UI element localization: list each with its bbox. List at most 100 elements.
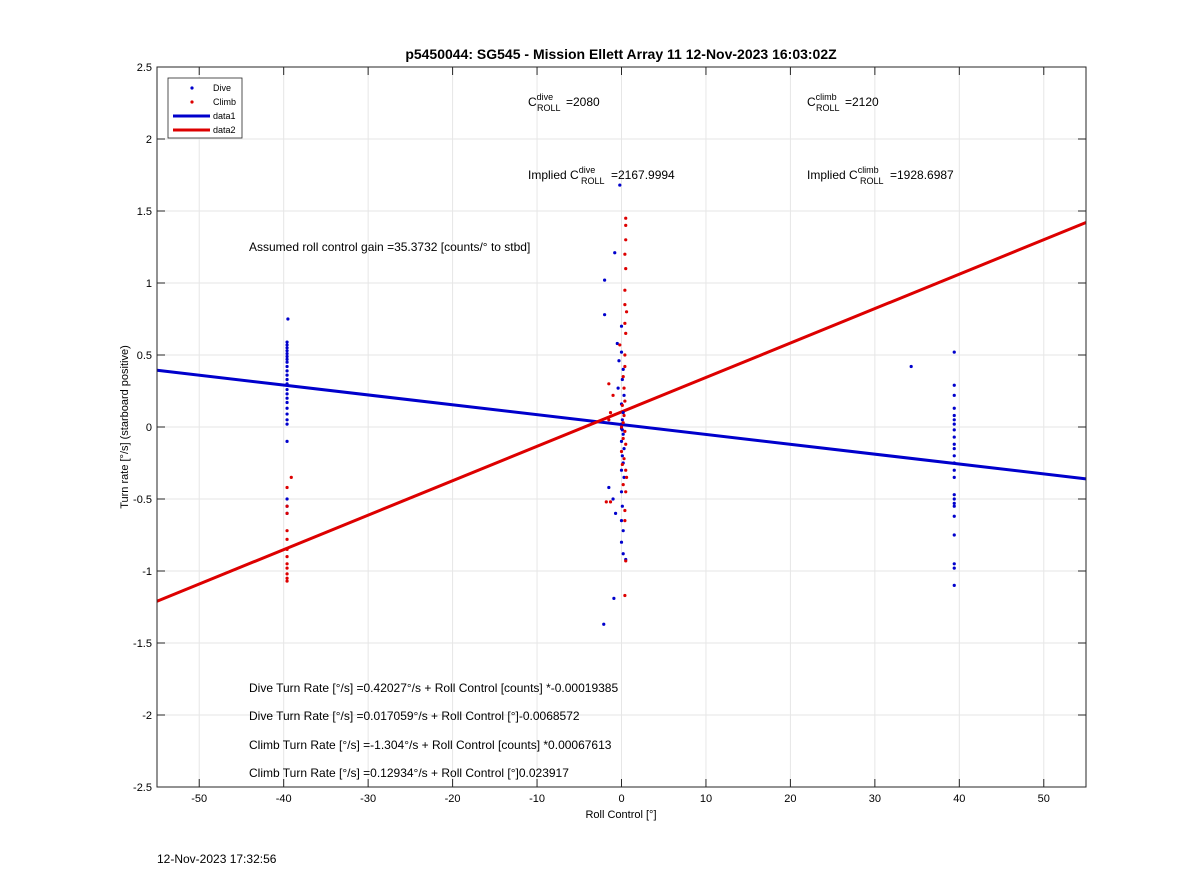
dive-point: [285, 400, 289, 405]
climb-point: [623, 508, 627, 513]
x-axis-label: Roll Control [°]: [585, 809, 656, 821]
y-tick-label: 0.5: [137, 350, 152, 362]
dive-point: [952, 393, 956, 397]
climb-point: [624, 238, 628, 242]
y-tick-label: -1.5: [133, 638, 152, 650]
dive-point: [285, 340, 289, 344]
x-tick-label: 10: [700, 793, 712, 805]
dive-point: [952, 428, 956, 432]
dive-point: [621, 432, 625, 436]
dive-point: [611, 497, 615, 501]
climb-point: [619, 425, 624, 429]
y-tick-label: 0: [146, 422, 152, 434]
c-roll-dive-prefix: C: [528, 95, 537, 109]
dive-point: [285, 349, 289, 353]
dive-point: [622, 393, 626, 397]
climb-point: [285, 529, 289, 533]
dive-point: [620, 454, 624, 458]
y-tick-label: -2: [142, 710, 152, 722]
climb-point: [624, 442, 628, 446]
dive-point: [952, 583, 956, 588]
legend-data1-label: data1: [213, 111, 236, 121]
dive-point: [602, 622, 606, 626]
climb-point: [289, 475, 293, 479]
implied-dive-value: =2167.9994: [611, 168, 675, 182]
dive-point: [952, 454, 956, 458]
climb-point: [604, 500, 608, 504]
dive-point: [619, 350, 624, 354]
dive-point: [952, 383, 956, 387]
climb-point: [622, 386, 626, 390]
dive-point: [952, 497, 956, 501]
c-roll-dive-value: =2080: [566, 95, 600, 109]
climb-point: [621, 483, 625, 487]
y-tick-label: -1: [142, 566, 152, 578]
dive-point: [952, 442, 956, 446]
implied-c-roll-dive-annotation: Implied Cdive ROLL =2167.9994: [528, 165, 675, 186]
climb-point: [624, 559, 628, 563]
y-tick-label: 2.5: [137, 62, 152, 74]
dive-point: [603, 313, 607, 317]
climb-point: [621, 436, 625, 441]
climb-point: [624, 310, 629, 314]
climb-point: [620, 462, 624, 467]
dive-point: [618, 183, 622, 187]
c-roll-dive-annotation: Cdive ROLL =2080: [528, 92, 600, 113]
dive-point: [952, 514, 956, 518]
c-roll-climb-annotation: Cclimb ROLL =2120: [807, 92, 879, 113]
dive-point: [285, 406, 289, 410]
legend-climb-label: Climb: [213, 97, 236, 107]
climb-degrees-equation: Climb Turn Rate [°/s] =0.12934°/s + Roll…: [249, 766, 569, 780]
climb-point: [623, 353, 627, 357]
c-roll-climb-sup: climb: [816, 92, 837, 102]
dive-point: [285, 382, 289, 386]
dive-point: [620, 418, 624, 422]
dive-point: [621, 367, 625, 371]
dive-point: [620, 504, 624, 508]
dive-point: [909, 364, 913, 369]
climb-point: [624, 223, 628, 227]
dive-point: [619, 540, 624, 544]
dive-point: [285, 497, 289, 501]
dive-point: [285, 377, 289, 382]
climb-point: [623, 252, 627, 256]
legend-box: [167, 77, 243, 139]
dive-point: [621, 529, 625, 533]
climb-point: [608, 411, 613, 415]
dive-point: [286, 317, 290, 321]
dive-point: [619, 490, 624, 494]
y-tick-label: 1.5: [137, 206, 152, 218]
climb-point: [624, 468, 628, 472]
climb-point: [285, 511, 289, 515]
dive-point: [285, 346, 289, 350]
climb-point: [624, 267, 628, 271]
x-tick-label: -40: [276, 793, 292, 805]
climb-point: [285, 576, 289, 580]
dive-point: [619, 468, 624, 472]
climb-point: [285, 562, 289, 566]
dive-point: [952, 406, 956, 410]
legend-dive-marker: [190, 86, 194, 90]
dive-point: [620, 428, 624, 432]
data-layer: [156, 183, 1087, 626]
dive-point: [619, 439, 624, 443]
x-tick-label: 40: [953, 793, 965, 805]
climb-point: [624, 216, 628, 220]
implied-climb-value: =1928.6987: [890, 168, 954, 182]
dive-point: [285, 343, 289, 347]
dive-point: [952, 418, 956, 422]
y-tick-label: -0.5: [133, 494, 152, 506]
climb-point: [285, 537, 289, 541]
climb-point: [285, 485, 289, 490]
dive-point: [285, 364, 289, 369]
dive-point: [620, 377, 624, 382]
x-tick-label: -10: [529, 793, 545, 805]
dive-point: [285, 360, 289, 364]
dive-point: [285, 396, 289, 400]
climb-point: [624, 331, 628, 335]
dive-point: [617, 359, 621, 363]
legend-dive-label: Dive: [213, 83, 231, 93]
dive-point: [285, 373, 289, 377]
dive-point: [952, 422, 956, 426]
dive-point: [952, 533, 956, 537]
